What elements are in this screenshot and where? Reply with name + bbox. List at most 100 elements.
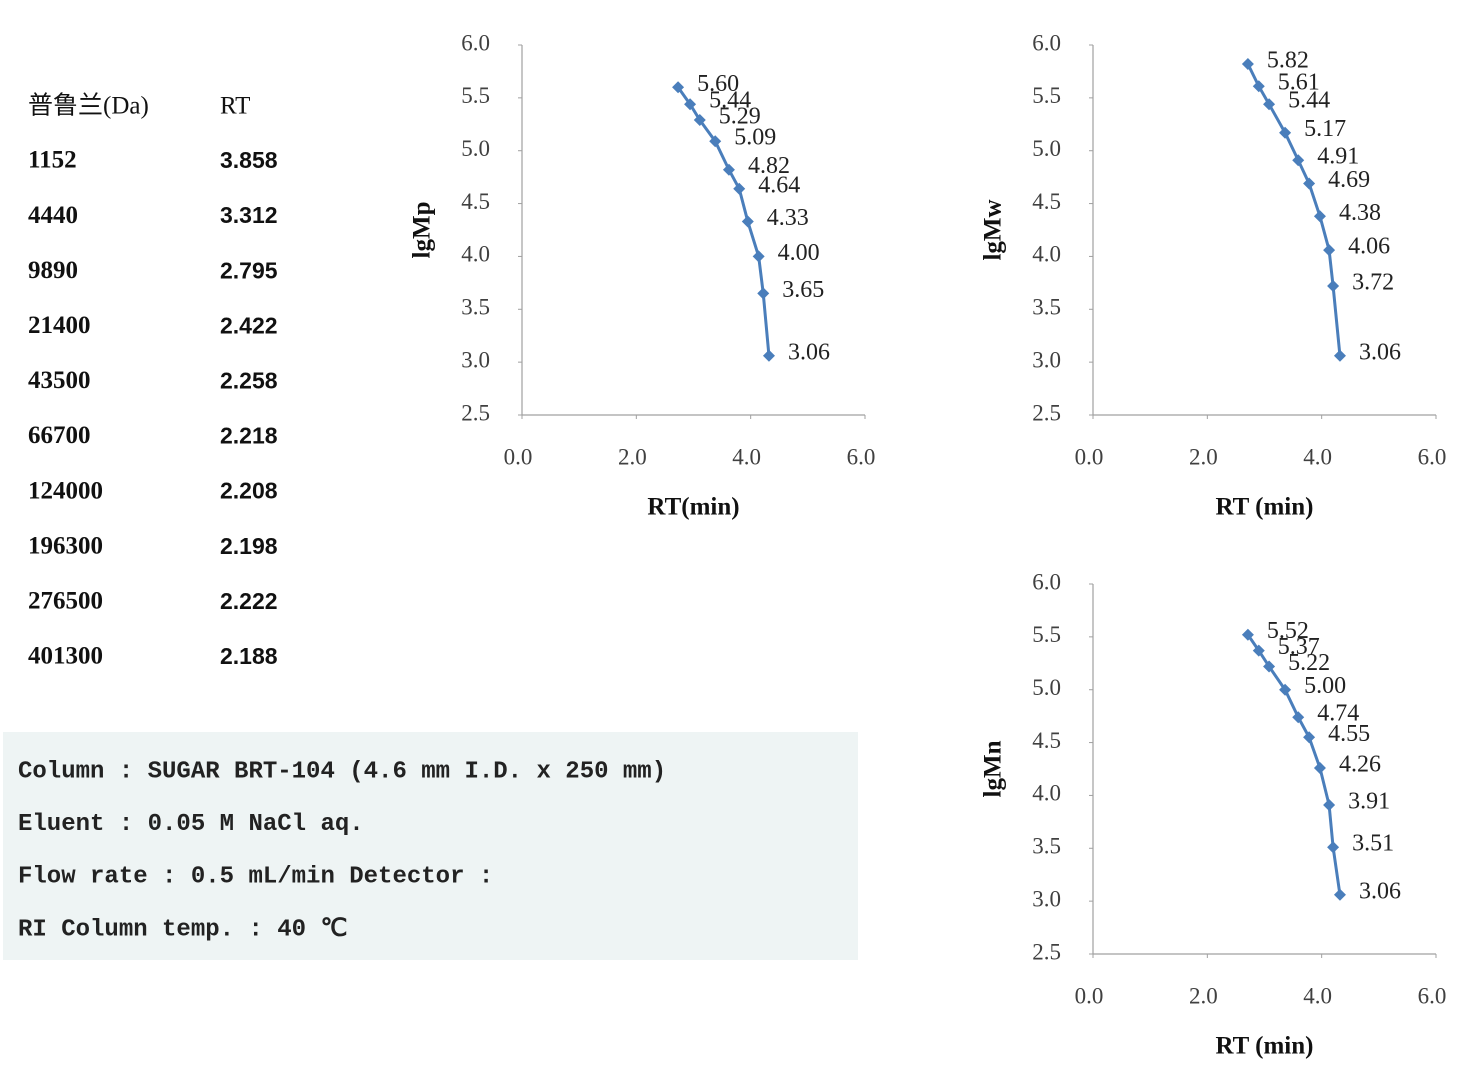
x-tick-label: 4.0 (1303, 444, 1332, 469)
y-tick-label: 5.0 (1032, 675, 1061, 700)
data-label: 4.91 (1317, 144, 1359, 170)
point (722, 163, 735, 176)
y-axis-title: lgMn (980, 740, 1007, 797)
x-axis-title: RT (min) (1216, 494, 1314, 521)
data-label: 3.06 (1359, 339, 1401, 365)
table-cell: 2.218 (220, 423, 278, 449)
point (1313, 210, 1326, 223)
data-label: 5.22 (1288, 650, 1330, 676)
y-tick-label: 4.5 (1032, 189, 1061, 214)
point (684, 98, 697, 111)
y-axis-title: lgMp (409, 202, 436, 259)
x-tick-label: 2.0 (1189, 983, 1218, 1008)
y-tick-label: 3.5 (1032, 295, 1061, 320)
table-cell: 66700 (28, 422, 91, 449)
x-axis-title: RT (min) (1216, 1033, 1314, 1060)
y-tick-label: 2.5 (1032, 939, 1061, 964)
data-label: 3.06 (1359, 878, 1401, 904)
point (693, 114, 706, 127)
series-line (1246, 633, 1342, 896)
x-tick-label: 6.0 (1418, 983, 1447, 1008)
table-cell: 196300 (28, 532, 103, 559)
point (1292, 154, 1305, 167)
point (1241, 58, 1254, 71)
point (757, 287, 770, 300)
x-tick-label: 4.0 (732, 444, 761, 469)
x-tick-label: 0.0 (504, 444, 533, 469)
point (762, 349, 775, 362)
table-cell: 21400 (28, 312, 91, 339)
point (1323, 244, 1336, 257)
x-tick-label: 2.0 (618, 444, 647, 469)
data-label: 3.72 (1352, 270, 1394, 296)
point (733, 182, 746, 195)
data-label: 3.65 (782, 277, 824, 303)
data-label: 5.44 (709, 88, 751, 114)
x-tick-label: 2.0 (1189, 444, 1218, 469)
table-cell: 4440 (28, 202, 78, 229)
y-tick-label: 3.5 (1032, 834, 1061, 859)
y-tick-label: 4.0 (1032, 242, 1061, 267)
y-tick-label: 6.0 (1032, 569, 1061, 594)
table-cell: 43500 (28, 367, 91, 394)
table-cell: 2.198 (220, 533, 278, 559)
data-label: 5.61 (1278, 70, 1320, 96)
point (1333, 888, 1346, 901)
point (1263, 660, 1276, 673)
x-tick-label: 0.0 (1075, 983, 1104, 1008)
condition-line: RI Column temp. : 40 ℃ (18, 916, 347, 943)
y-tick-label: 5.0 (1032, 136, 1061, 161)
x-tick-label: 0.0 (1075, 444, 1104, 469)
data-label: 5.60 (697, 71, 739, 97)
y-tick-label: 5.5 (1032, 622, 1061, 647)
data-label: 5.37 (1278, 634, 1320, 660)
y-tick-label: 4.5 (461, 189, 490, 214)
point (1292, 711, 1305, 724)
point (1279, 126, 1292, 139)
table-cell: 2.795 (220, 257, 278, 283)
y-tick-label: 2.5 (461, 400, 490, 425)
x-axis-title: RT(min) (647, 494, 739, 521)
point (1252, 80, 1265, 93)
data-label: 4.00 (778, 240, 820, 266)
table-cell: 124000 (28, 477, 103, 504)
y-tick-label: 4.0 (461, 242, 490, 267)
data-label: 5.17 (1304, 116, 1346, 142)
data-label: 5.29 (719, 104, 761, 130)
y-tick-label: 5.5 (1032, 83, 1061, 108)
table-cell: 2.188 (220, 643, 278, 669)
y-tick-label: 6.0 (1032, 30, 1061, 55)
table-cell: 2.422 (220, 312, 278, 338)
y-tick-label: 5.5 (461, 83, 490, 108)
table-cell: 9890 (28, 257, 78, 284)
table-cell: 276500 (28, 588, 103, 615)
data-label: 3.06 (788, 339, 830, 365)
data-label: 4.82 (748, 153, 790, 179)
point (1323, 798, 1336, 811)
table-cell: 3.858 (220, 147, 278, 173)
y-tick-label: 3.0 (1032, 347, 1061, 372)
table-cell: 2.222 (220, 588, 278, 614)
data-label: 5.52 (1267, 618, 1309, 644)
data-label: 4.55 (1328, 721, 1370, 747)
y-tick-label: 2.5 (1032, 400, 1061, 425)
data-label: 5.82 (1267, 48, 1309, 74)
point (752, 250, 765, 263)
point (709, 135, 722, 148)
point (1303, 731, 1316, 744)
condition-line: Flow rate : 0.5 mL/min Detector : (18, 864, 493, 891)
table-cell: 2.208 (220, 478, 278, 504)
point (1327, 280, 1340, 293)
x-tick-label: 6.0 (847, 444, 876, 469)
y-tick-label: 3.0 (1032, 886, 1061, 911)
table-cell: 401300 (28, 643, 103, 670)
data-label: 4.69 (1328, 167, 1370, 193)
point (672, 81, 685, 94)
series-line (676, 86, 771, 356)
series-line (1246, 63, 1342, 356)
table-cell: 3.312 (220, 202, 278, 228)
point (1241, 628, 1254, 641)
point (1252, 644, 1265, 657)
data-label: 4.74 (1317, 701, 1359, 727)
